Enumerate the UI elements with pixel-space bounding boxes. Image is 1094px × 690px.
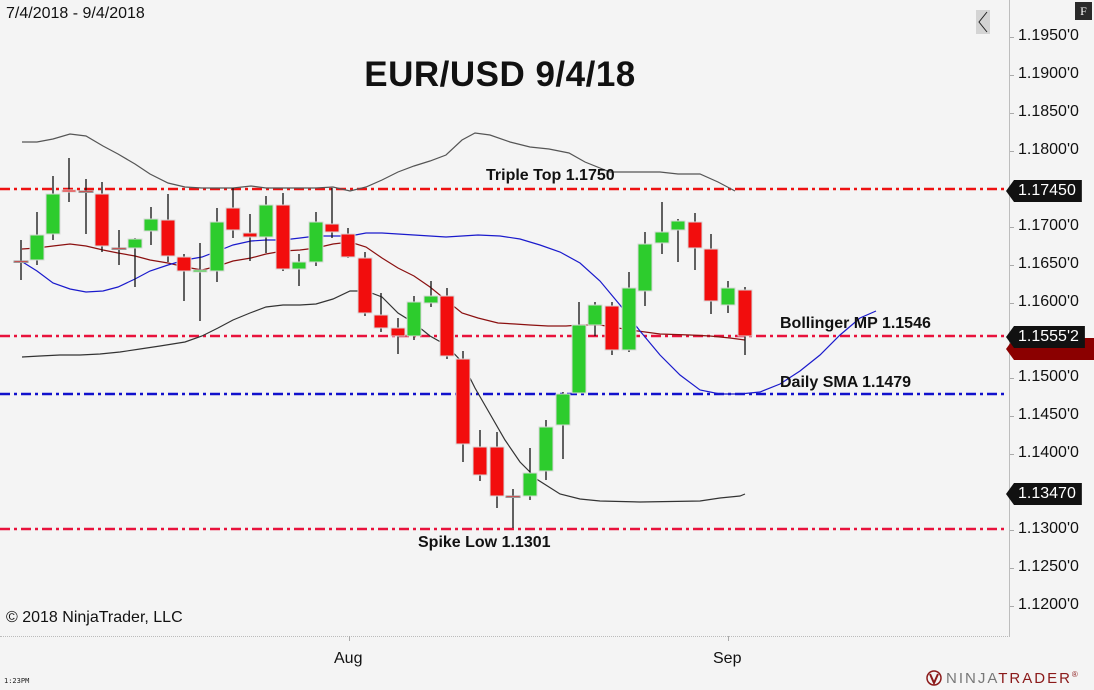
x-tick: [728, 636, 729, 641]
price-flag: 1.1555'2: [1006, 326, 1085, 348]
price-flag: 1.17450: [1006, 180, 1082, 202]
candle-body: [522, 472, 538, 497]
y-tick: [1010, 264, 1014, 266]
candle-body: [439, 295, 455, 357]
y-tick-label: 1.1800'0: [1018, 140, 1079, 158]
y-tick: [1010, 416, 1014, 418]
candle-body: [472, 446, 488, 476]
y-tick: [1010, 606, 1014, 608]
y-tick-label: 1.1200'0: [1018, 596, 1079, 614]
candle-body: [390, 327, 406, 337]
candle-body: [604, 305, 620, 351]
candle-body: [209, 221, 225, 272]
logo-trader: TRADER: [998, 670, 1072, 687]
candle-body: [291, 261, 307, 270]
series-daily-sma: [20, 232, 877, 395]
candle-body: [489, 446, 505, 497]
ninjatrader-logo: NINJATRADER®: [925, 670, 1080, 687]
f-button[interactable]: F: [1075, 2, 1092, 20]
candle-body: [308, 221, 324, 263]
candle-body: [654, 231, 670, 244]
candle-body: [703, 248, 719, 302]
y-tick-label: 1.1500'0: [1018, 368, 1079, 386]
y-tick-label: 1.1300'0: [1018, 520, 1079, 538]
y-tick: [1010, 568, 1014, 570]
x-tick: [349, 636, 350, 641]
candle-body: [45, 193, 61, 235]
annotation-bollinger-mp: Bollinger MP 1.1546: [780, 315, 931, 332]
series-bollinger-upper: [22, 132, 736, 192]
candle-body: [127, 238, 143, 249]
collapse-panel-button[interactable]: [976, 10, 990, 34]
candle-body: [111, 247, 127, 250]
candle-body: [275, 204, 291, 270]
candle-body: [670, 220, 686, 231]
y-tick-label: 1.1650'0: [1018, 254, 1079, 272]
annotation-triple-top: Triple Top 1.1750: [486, 167, 615, 184]
candle-body: [621, 287, 637, 351]
x-axis-line: [0, 636, 1010, 637]
y-tick-label: 1.1850'0: [1018, 102, 1079, 120]
x-tick-label: Aug: [334, 650, 363, 667]
candle-body: [423, 295, 439, 304]
y-axis-line: [1009, 0, 1010, 636]
candle-body: [94, 193, 110, 247]
candle-body: [720, 287, 736, 306]
copyright: © 2018 NinjaTrader, LLC: [6, 609, 183, 626]
logo-ninja: NINJA: [946, 670, 999, 687]
candle-body: [160, 219, 176, 257]
candle-body: [29, 234, 45, 261]
y-tick: [1010, 454, 1014, 456]
candle-body: [406, 301, 422, 337]
status-text: 1:23PM: [4, 677, 30, 685]
y-tick: [1010, 530, 1014, 532]
y-tick-label: 1.1700'0: [1018, 216, 1079, 234]
y-tick-label: 1.1400'0: [1018, 444, 1079, 462]
y-tick: [1010, 226, 1014, 228]
logo-mark: ®: [1071, 670, 1080, 679]
y-tick-label: 1.1900'0: [1018, 64, 1079, 82]
x-tick-label: Sep: [713, 650, 742, 667]
candle-body: [637, 243, 653, 292]
candle-body: [357, 257, 373, 314]
chart-title: EUR/USD 9/4/18: [364, 55, 636, 94]
y-tick-label: 1.1250'0: [1018, 558, 1079, 576]
y-tick: [1010, 112, 1014, 114]
y-tick: [1010, 150, 1014, 152]
candle-body: [242, 232, 258, 238]
candle-body: [61, 189, 77, 193]
candle-body: [505, 495, 521, 498]
annotation-daily-sma: Daily SMA 1.1479: [780, 374, 912, 391]
candle-body: [687, 221, 703, 249]
price-flag: 1.13470: [1006, 483, 1082, 505]
y-tick-label: 1.1950'0: [1018, 27, 1079, 44]
candle-body: [538, 426, 554, 472]
y-tick: [1010, 302, 1014, 304]
candle-body: [176, 256, 192, 272]
y-tick: [1010, 37, 1014, 38]
candle-body: [78, 190, 94, 193]
candle-body: [555, 393, 571, 426]
candle-body: [340, 233, 356, 258]
date-range: 7/4/2018 - 9/4/2018: [6, 5, 145, 22]
ninjatrader-logo-icon: [926, 670, 942, 686]
candle-body: [258, 204, 274, 238]
y-tick: [1010, 378, 1014, 380]
candle-body: [324, 223, 340, 233]
candle-body: [571, 324, 587, 394]
candle-body: [587, 304, 603, 326]
candle-body: [737, 289, 753, 337]
y-tick: [1010, 74, 1014, 76]
candle-body: [192, 269, 208, 273]
candle-body: [225, 207, 241, 231]
candle-body: [13, 260, 29, 263]
annotation-spike-low: Spike Low 1.1301: [418, 534, 551, 551]
candle-body: [455, 358, 471, 445]
y-tick-label: 1.1450'0: [1018, 406, 1079, 424]
y-tick-label: 1.1600'0: [1018, 292, 1079, 310]
chevron-left-icon: [978, 11, 988, 33]
candle-body: [373, 314, 389, 329]
candle-body: [143, 218, 159, 232]
